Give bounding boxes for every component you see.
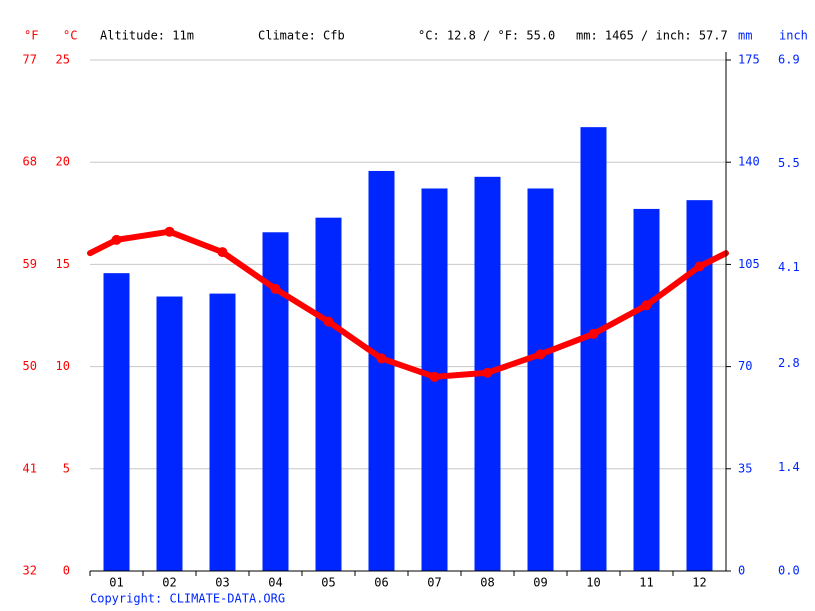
x-tick-label: 07 bbox=[427, 576, 441, 590]
x-tick-label: 03 bbox=[215, 576, 229, 590]
y2-tick-label-inch: 6.9 bbox=[778, 53, 800, 67]
y2-tick-label: 35 bbox=[738, 461, 752, 475]
x-tick-label: 11 bbox=[639, 576, 653, 590]
unit-mm: mm bbox=[738, 29, 752, 43]
bar bbox=[368, 170, 395, 571]
bar bbox=[633, 208, 660, 572]
temperature-point bbox=[164, 226, 175, 237]
y2-tick-label-inch: 0.0 bbox=[778, 564, 800, 578]
y-tick-label: 15 bbox=[56, 257, 70, 271]
y2-tick-label: 105 bbox=[738, 257, 760, 271]
unit-inch: inch bbox=[779, 29, 808, 43]
y-tick-label: 20 bbox=[56, 155, 70, 169]
y2-tick-label-inch: 1.4 bbox=[778, 460, 800, 474]
y-tick-label-f: 32 bbox=[23, 564, 37, 578]
y-tick-label: 25 bbox=[56, 53, 70, 67]
y2-tick-label-inch: 2.8 bbox=[778, 356, 800, 370]
bar bbox=[315, 217, 342, 571]
bar bbox=[527, 188, 554, 572]
temperature-point bbox=[270, 283, 281, 294]
x-tick-label: 10 bbox=[586, 576, 600, 590]
x-tick-label: 06 bbox=[374, 576, 388, 590]
x-tick-label: 05 bbox=[321, 576, 335, 590]
y-tick-label-f: 77 bbox=[23, 53, 37, 67]
y2-tick-label: 70 bbox=[738, 359, 752, 373]
temperature-line bbox=[116, 228, 702, 380]
climate: Climate: Cfb bbox=[258, 29, 345, 43]
bar bbox=[156, 296, 183, 571]
x-tick-label: 02 bbox=[162, 576, 176, 590]
y-tick-label-f: 50 bbox=[23, 359, 37, 373]
y2-tick-label: 175 bbox=[738, 53, 760, 67]
y-tick-label-f: 68 bbox=[23, 155, 37, 169]
bar bbox=[580, 127, 607, 571]
unit-f: °F bbox=[24, 29, 38, 43]
temperature-point bbox=[217, 247, 228, 258]
temperature-point bbox=[429, 371, 440, 382]
y2-tick-label-inch: 4.1 bbox=[778, 260, 800, 274]
x-tick-label: 04 bbox=[268, 576, 282, 590]
temp-summary: °C: 12.8 / °F: 55.0 bbox=[418, 29, 555, 43]
y2-tick-label: 140 bbox=[738, 155, 760, 169]
y-tick-label: 0 bbox=[63, 564, 70, 578]
temperature-point bbox=[482, 367, 493, 378]
altitude: Altitude: 11m bbox=[100, 29, 194, 43]
bar bbox=[209, 293, 236, 571]
bar bbox=[103, 273, 130, 571]
y-tick-label-f: 41 bbox=[23, 461, 37, 475]
temperature-point bbox=[641, 300, 652, 311]
temperature-point bbox=[376, 353, 387, 364]
temperature-point bbox=[694, 261, 705, 272]
temperature-point bbox=[588, 328, 599, 339]
x-tick-label: 08 bbox=[480, 576, 494, 590]
y-tick-label-f: 59 bbox=[23, 257, 37, 271]
y2-tick-label-inch: 5.5 bbox=[778, 156, 800, 170]
y-tick-label: 10 bbox=[56, 359, 70, 373]
y2-tick-label: 0 bbox=[738, 564, 745, 578]
temperature-point bbox=[535, 349, 546, 360]
x-tick-label: 09 bbox=[533, 576, 547, 590]
temperature-point bbox=[323, 316, 334, 327]
y-tick-label: 5 bbox=[63, 461, 70, 475]
x-tick-label: 01 bbox=[109, 576, 123, 590]
temperature-point bbox=[111, 234, 122, 245]
precip-summary: mm: 1465 / inch: 57.7 bbox=[576, 29, 728, 43]
bar bbox=[686, 200, 713, 571]
unit-c: °C bbox=[63, 29, 77, 43]
copyright: Copyright: CLIMATE-DATA.ORG bbox=[90, 592, 285, 606]
x-tick-label: 12 bbox=[692, 576, 706, 590]
